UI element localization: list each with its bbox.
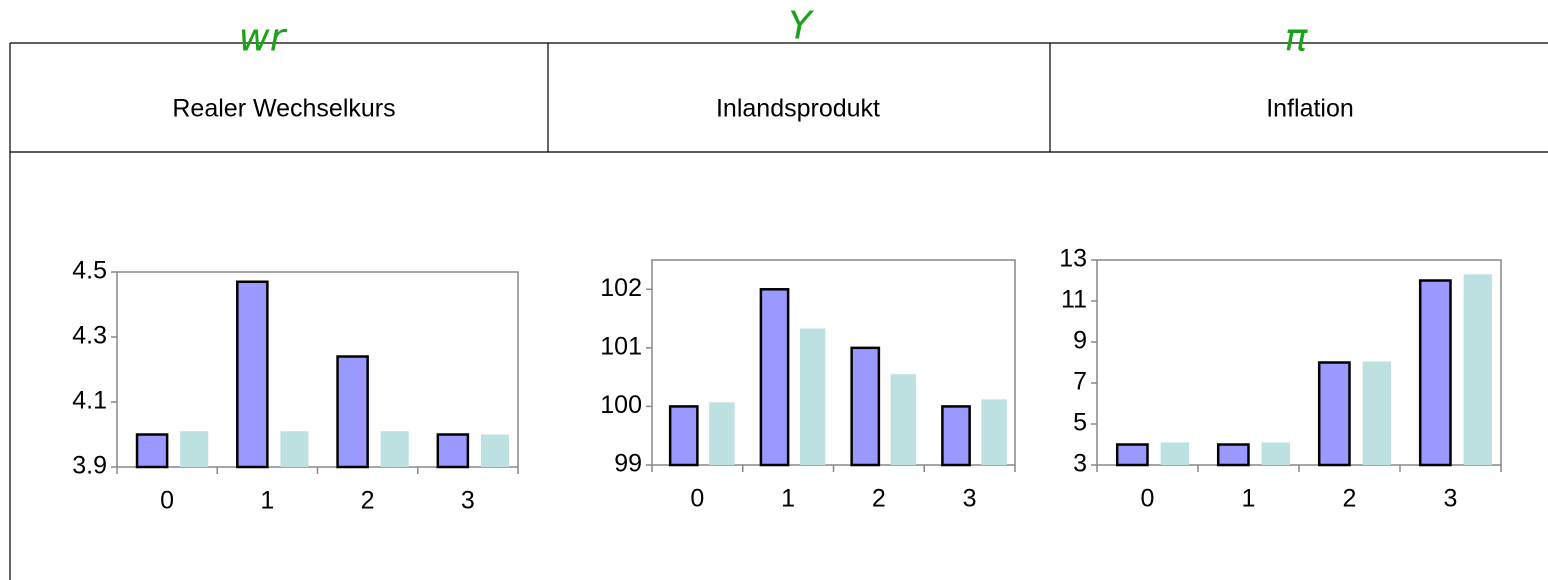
y-tick-label: 13	[1059, 245, 1087, 273]
bar	[1317, 361, 1351, 467]
x-tick-label: 3	[461, 487, 475, 515]
y-tick-label: 3	[1073, 450, 1087, 478]
y-tick-label: 7	[1073, 368, 1087, 396]
bar	[480, 434, 509, 467]
x-tick-label: 3	[963, 485, 977, 513]
y-tick-label: 100	[600, 391, 642, 419]
x-tick-label: 0	[1141, 485, 1155, 513]
bar	[1160, 442, 1189, 465]
bar	[668, 405, 699, 467]
bar	[941, 405, 971, 467]
y-tick-label: 4.5	[72, 257, 107, 285]
y-tick-label: 101	[600, 332, 642, 360]
handwritten-note: π	[1285, 16, 1309, 60]
bar	[1463, 274, 1492, 465]
bar	[1115, 443, 1149, 467]
y-tick-label: 5	[1073, 409, 1087, 437]
bar	[709, 402, 735, 465]
column-title: Inflation	[1266, 95, 1354, 123]
x-tick-label: 2	[872, 485, 886, 513]
bar	[280, 431, 309, 467]
x-tick-label: 3	[1444, 485, 1458, 513]
x-tick-label: 2	[361, 487, 375, 515]
bar	[1216, 443, 1250, 467]
bar	[1362, 361, 1391, 465]
bar	[759, 288, 790, 467]
x-tick-label: 0	[690, 485, 704, 513]
x-tick-label: 2	[1343, 485, 1357, 513]
bar	[850, 346, 881, 467]
x-tick-label: 0	[160, 487, 174, 515]
bar	[180, 431, 209, 467]
y-tick-label: 4.3	[72, 322, 107, 350]
bar	[436, 433, 470, 469]
bar	[1418, 279, 1452, 467]
handwritten-note: Y	[788, 4, 814, 48]
column-title: Realer Wechselkurs	[172, 95, 395, 123]
bar	[380, 431, 409, 467]
bar	[236, 280, 269, 469]
x-tick-label: 1	[260, 487, 274, 515]
bar	[336, 355, 369, 469]
bar	[135, 433, 169, 469]
x-tick-label: 1	[781, 485, 795, 513]
column-title: Inlandsprodukt	[716, 95, 880, 123]
bar	[890, 374, 917, 465]
bar	[981, 399, 1007, 465]
y-tick-label: 102	[600, 274, 642, 302]
x-tick-label: 1	[1242, 485, 1256, 513]
y-tick-label: 9	[1073, 327, 1087, 355]
y-tick-label: 4.1	[72, 387, 107, 415]
y-tick-label: 3.9	[72, 452, 107, 480]
bar	[1261, 442, 1290, 465]
handwritten-note: wr	[239, 16, 288, 60]
bar	[799, 328, 826, 465]
y-tick-label: 11	[1061, 286, 1087, 314]
y-tick-label: 99	[614, 450, 642, 478]
